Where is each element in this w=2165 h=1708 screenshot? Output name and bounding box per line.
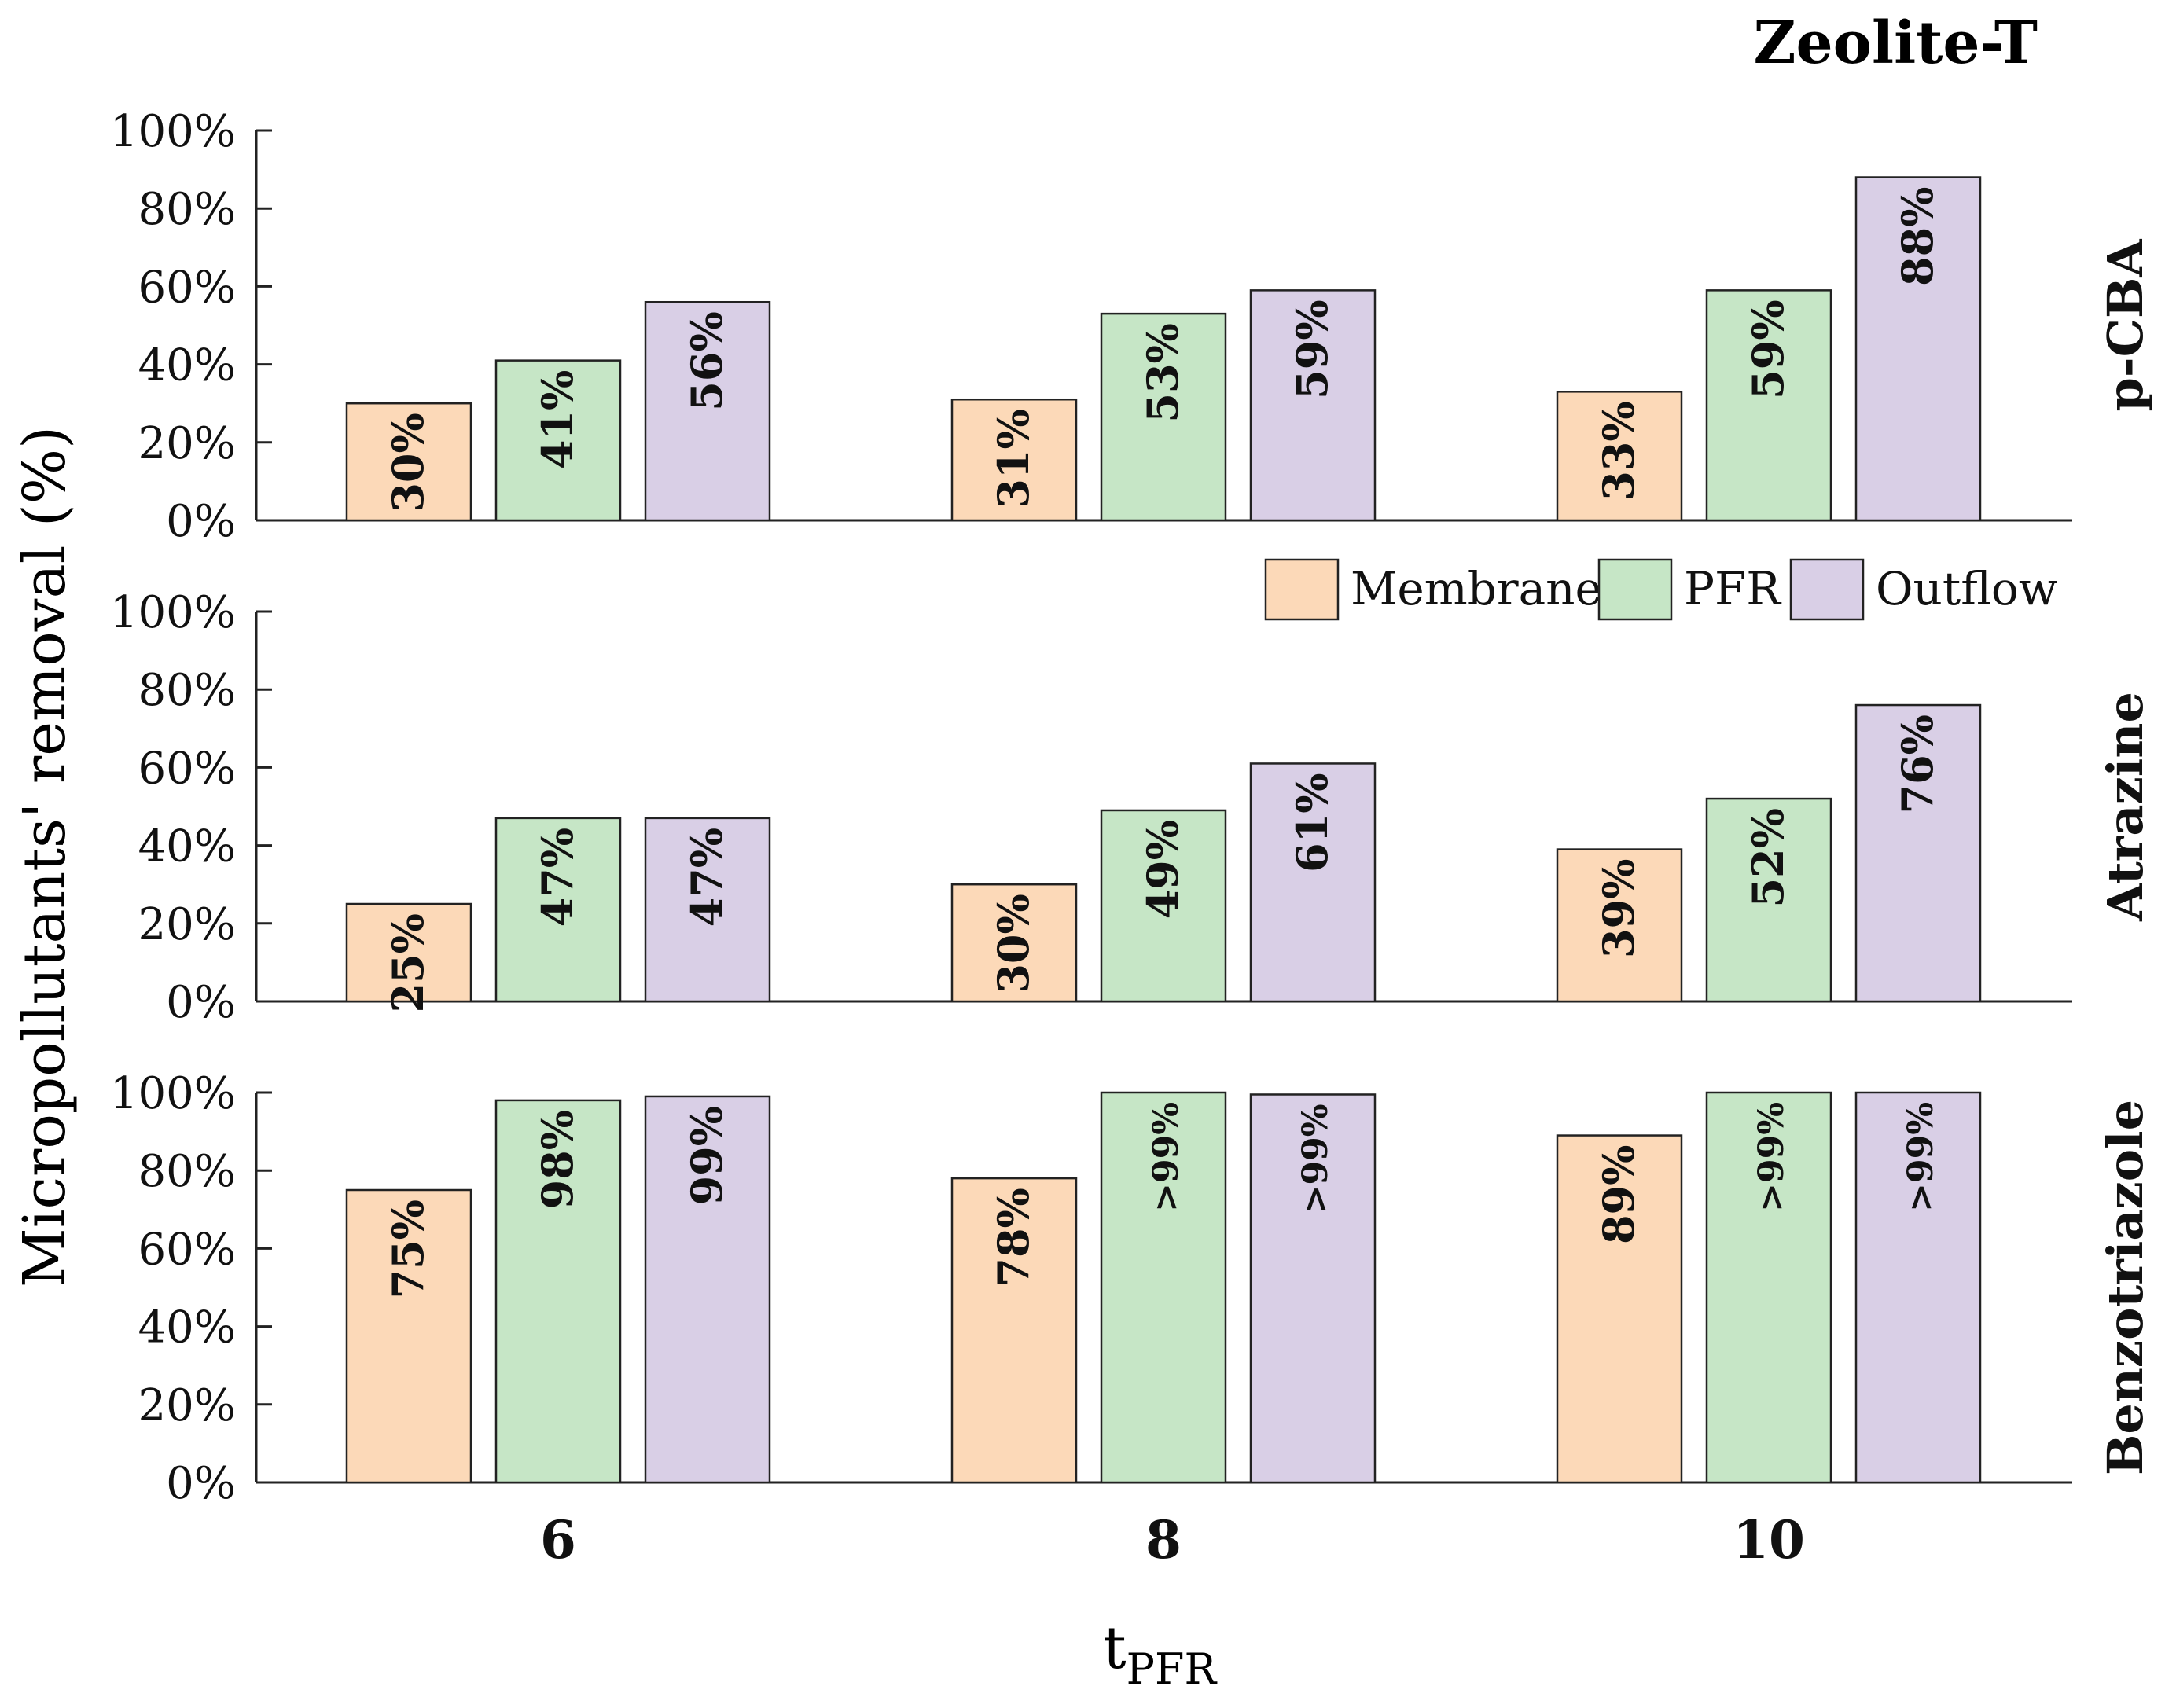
bar-membrane: [345, 402, 472, 522]
panel-p-cba: 0% 20% 40% 60% 80% 100% p-CBA 30% 31% 33% 41% 53% 59…: [110, 106, 2154, 547]
data-label: >99%: [1296, 1104, 1336, 1214]
bar-pfr: [494, 359, 622, 522]
data-label: 99%: [682, 1106, 732, 1205]
legend-swatch-outflow: [1789, 558, 1865, 621]
y-tick-label: 40%: [138, 340, 236, 391]
y-tick-label: 80%: [138, 1146, 236, 1197]
bar-outflow: [644, 1095, 771, 1484]
y-tick-label: 20%: [138, 899, 236, 950]
data-label: 89%: [1593, 1145, 1644, 1244]
bar-pfr: [1100, 809, 1227, 1003]
data-label: 52%: [1743, 808, 1793, 907]
panel-label: Benzotriazole: [2097, 1100, 2154, 1475]
bar-outflow: [1249, 762, 1377, 1003]
legend-label-membrane: Membrane: [1351, 562, 1602, 615]
data-label: 41%: [532, 370, 583, 469]
bar-pfr: [1100, 312, 1227, 522]
y-tick-label: 100%: [110, 1068, 236, 1119]
y-tick-label: 0%: [166, 1458, 236, 1509]
y-axis-label: Micropollutants' removal (%): [11, 426, 79, 1287]
bar-outflow: [1854, 1091, 1982, 1484]
data-label: 56%: [682, 311, 732, 410]
panel-label: Atrazine: [2097, 692, 2154, 922]
y-tick-label: 0%: [166, 977, 236, 1028]
bar-pfr: [1705, 1091, 1832, 1484]
data-label: 30%: [383, 413, 433, 512]
data-label: 25%: [383, 913, 433, 1012]
y-tick-label: 20%: [138, 418, 236, 469]
bar-outflow: [1854, 176, 1982, 522]
data-label: 59%: [1287, 299, 1337, 399]
x-tick-label: 6: [540, 1509, 576, 1570]
bar-pfr: [1100, 1091, 1227, 1484]
x-tick-labels: 6 8 10: [540, 1509, 1805, 1570]
data-label: 98%: [532, 1110, 583, 1209]
panel-atrazine: 0% 20% 40% 60% 80% 100% Atrazine 25% 30% 39% 47% 49…: [110, 587, 2154, 1028]
legend-swatch-pfr: [1597, 558, 1673, 621]
y-tick-label: 60%: [138, 743, 236, 794]
bar-membrane: [345, 1188, 472, 1484]
y-tick-label: 20%: [138, 1380, 236, 1431]
bar-pfr: [1705, 289, 1832, 522]
bar-membrane: [1556, 1134, 1683, 1484]
y-tick-label: 60%: [138, 1224, 236, 1275]
data-label: >99%: [1146, 1102, 1186, 1212]
y-tick-label: 0%: [166, 496, 236, 547]
data-label: 59%: [1743, 299, 1793, 399]
x-tick-label: 10: [1733, 1509, 1805, 1570]
x-axis-label: tPFR: [1103, 1614, 1218, 1694]
legend-swatch-membrane: [1264, 558, 1340, 621]
bar-membrane: [950, 398, 1078, 522]
figure-title: Zeolite-T: [1754, 9, 2038, 77]
legend: Membrane PFR Outflow: [1264, 558, 2057, 621]
bar-membrane: [345, 902, 472, 1003]
bar-membrane: [950, 1177, 1078, 1484]
data-label: 53%: [1138, 323, 1188, 422]
bar-pfr: [1705, 797, 1832, 1003]
y-tick-label: 40%: [138, 821, 236, 872]
y-tick-label: 80%: [138, 665, 236, 716]
data-label: 61%: [1287, 773, 1337, 872]
x-axis-label-subscript: PFR: [1127, 1644, 1218, 1694]
data-label: 30%: [988, 894, 1038, 993]
data-label: 88%: [1892, 187, 1943, 286]
x-axis-label-main: t: [1103, 1614, 1127, 1682]
data-label: 39%: [1593, 859, 1644, 958]
legend-label-outflow: Outflow: [1876, 562, 2057, 615]
data-label: 49%: [1138, 820, 1188, 919]
data-label: 47%: [682, 828, 732, 927]
data-label: 47%: [532, 828, 583, 927]
y-tick-label: 40%: [138, 1302, 236, 1354]
data-label: 31%: [988, 409, 1038, 508]
bar-outflow: [644, 817, 771, 1003]
data-label: 78%: [988, 1188, 1038, 1287]
data-label: 75%: [383, 1199, 433, 1298]
bar-outflow: [1854, 703, 1982, 1003]
y-tick-label: 80%: [138, 184, 236, 235]
panel-benzotriazole: 0% 20% 40% 60% 80% 100% Benzotriazole 75% 78% 89%…: [110, 1068, 2154, 1509]
y-tick-label: 100%: [110, 106, 236, 157]
panel-label: p-CBA: [2097, 239, 2154, 412]
bar-outflow: [644, 300, 771, 522]
bar-pfr: [494, 817, 622, 1003]
bar-membrane: [1556, 848, 1683, 1003]
bar-outflow: [1249, 289, 1377, 522]
bar-pfr: [494, 1099, 622, 1484]
data-label: 33%: [1593, 401, 1644, 500]
x-tick-label: 8: [1145, 1509, 1182, 1570]
data-label: >99%: [1901, 1102, 1941, 1212]
bar-membrane: [950, 883, 1078, 1003]
data-label: 76%: [1892, 714, 1943, 814]
data-label: >99%: [1751, 1102, 1792, 1212]
panels: 0% 20% 40% 60% 80% 100% p-CBA 30% 31% 33% 41% 53% 59…: [110, 106, 2154, 1509]
y-tick-label: 100%: [110, 587, 236, 638]
legend-label-pfr: PFR: [1684, 562, 1782, 615]
bar-outflow: [1249, 1093, 1377, 1484]
y-tick-label: 60%: [138, 262, 236, 313]
bar-membrane: [1556, 391, 1683, 522]
